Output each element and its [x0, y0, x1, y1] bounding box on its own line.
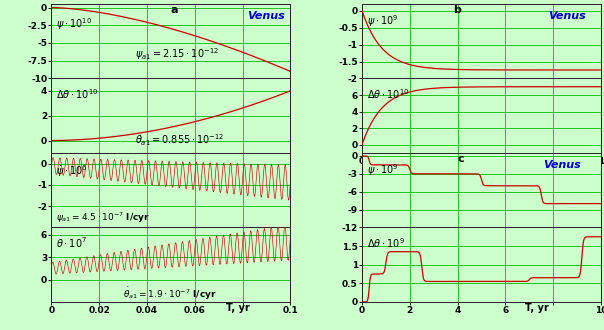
Text: $\dot{\psi}\cdot10^{6}$: $\dot{\psi}\cdot10^{6}$: [56, 163, 88, 179]
Text: T, yr: T, yr: [226, 303, 249, 313]
Text: $\Delta\theta\cdot10^{10}$: $\Delta\theta\cdot10^{10}$: [56, 87, 98, 101]
Text: $\psi\cdot10^{10}$: $\psi\cdot10^{10}$: [56, 16, 92, 32]
Text: T, yr: T, yr: [524, 154, 548, 164]
Text: T, yr: T, yr: [524, 303, 548, 313]
Text: $\Delta\theta\cdot10^{10}$: $\Delta\theta\cdot10^{10}$: [367, 87, 409, 101]
Text: $\dot{\theta}\cdot10^{7}$: $\dot{\theta}\cdot10^{7}$: [56, 235, 87, 250]
Text: Venus: Venus: [544, 160, 582, 170]
Text: $\Delta\theta\cdot10^{9}$: $\Delta\theta\cdot10^{9}$: [367, 237, 405, 250]
Text: a: a: [171, 5, 178, 15]
Text: c: c: [458, 154, 464, 164]
Text: b: b: [453, 5, 461, 15]
Text: $\psi\cdot10^{9}$: $\psi\cdot10^{9}$: [367, 13, 399, 29]
Text: $\psi\cdot10^{9}$: $\psi\cdot10^{9}$: [367, 162, 399, 178]
Text: $\dot{\theta}_{a1}=1.9\cdot10^{-7}$ l/cyr: $\dot{\theta}_{a1}=1.9\cdot10^{-7}$ l/cy…: [123, 286, 217, 302]
Text: Venus: Venus: [548, 11, 586, 21]
Text: Venus: Venus: [247, 11, 285, 21]
Text: $\psi_{a1}=2.15\cdot10^{-12}$: $\psi_{a1}=2.15\cdot10^{-12}$: [135, 46, 219, 62]
Text: $\psi_{a1}=4.5\cdot10^{-7}$ l/cyr: $\psi_{a1}=4.5\cdot10^{-7}$ l/cyr: [56, 211, 150, 225]
Text: $\theta_{a1}=0.855\cdot10^{-12}$: $\theta_{a1}=0.855\cdot10^{-12}$: [135, 132, 225, 148]
